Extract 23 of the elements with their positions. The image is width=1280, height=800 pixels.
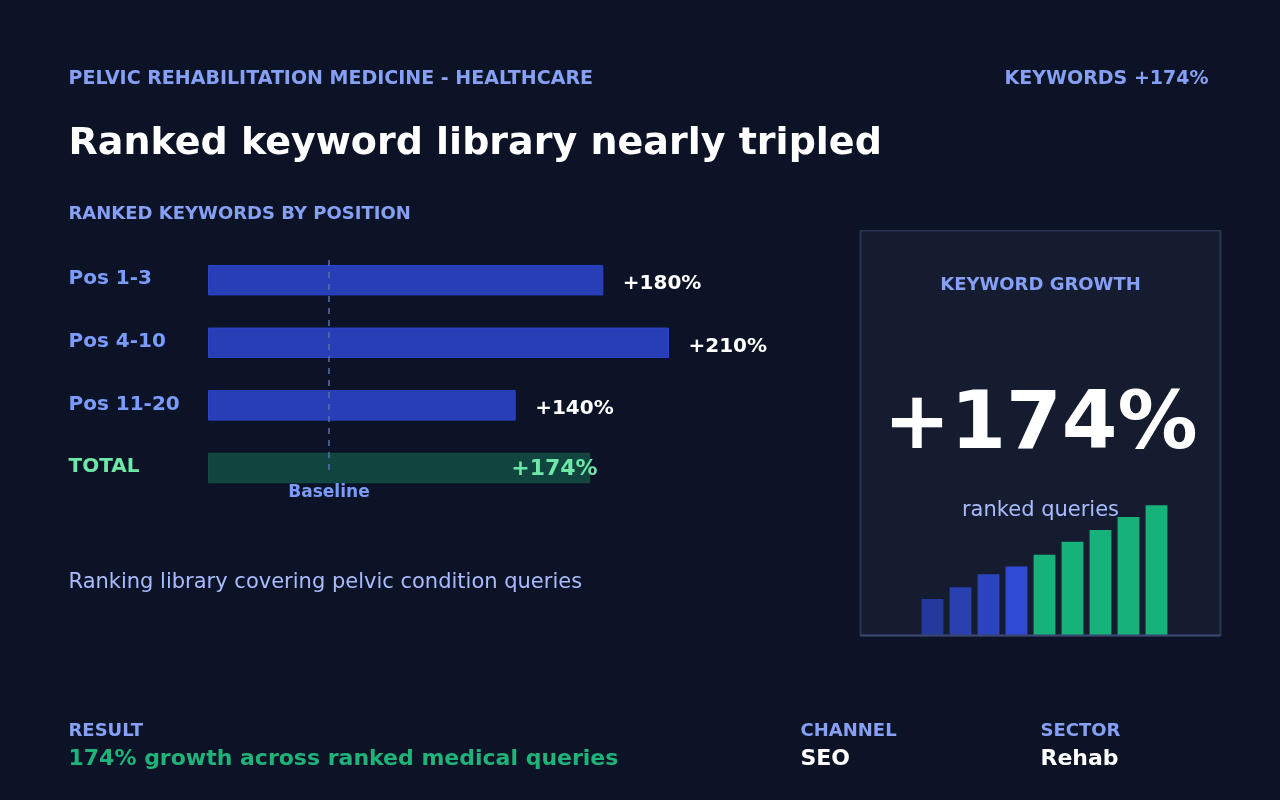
category-label: Pos 4-10 [68, 328, 166, 353]
ref-line-label: Baseline [288, 480, 370, 501]
text: Ranking library covering pelvic condition queries [68, 569, 583, 594]
data-label: +210% [688, 332, 768, 357]
text: 174% growth across ranked medical queries [68, 745, 619, 770]
category-label: Pos 1-3 [68, 265, 152, 290]
text: SEO [800, 745, 851, 770]
category-label: Pos 11-20 [68, 390, 180, 415]
text: +174% [883, 373, 1198, 467]
text: SECTOR [1040, 719, 1121, 740]
chart-subtitle: RANKED KEYWORDS BY POSITION [68, 202, 411, 223]
chart-title: KEYWORD GROWTH [940, 273, 1141, 295]
data-label: +174% [511, 455, 598, 481]
data-label: +140% [535, 395, 614, 420]
text: PELVIC REHABILITATION MEDICINE - HEALTHCARE [68, 65, 593, 88]
text: RESULT [68, 719, 144, 740]
text: KEYWORDS +174% [1004, 65, 1209, 88]
annotation: ranked queries [961, 497, 1120, 522]
category-label: TOTAL [68, 453, 140, 478]
data-label: +180% [622, 270, 702, 295]
text: Rehab [1040, 745, 1119, 770]
chart-title: Ranked keyword library nearly tripled [68, 118, 882, 163]
text: CHANNEL [800, 719, 897, 740]
